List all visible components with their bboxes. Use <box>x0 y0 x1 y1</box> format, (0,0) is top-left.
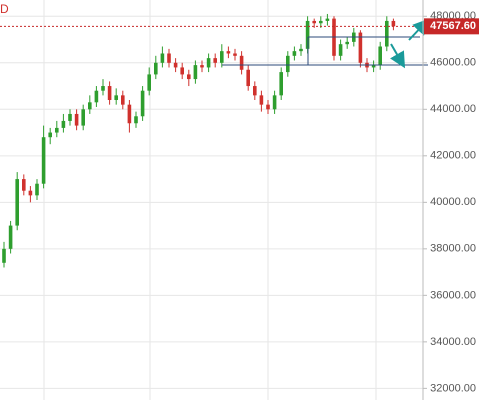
candle-body <box>226 51 231 54</box>
up-arrow <box>408 18 430 41</box>
candle-body <box>312 20 316 24</box>
candle-body <box>239 55 244 70</box>
candle-body <box>286 55 290 73</box>
y-tick-label: 46000.00 <box>430 57 476 69</box>
candle-body <box>2 248 6 263</box>
candle-body <box>266 104 270 110</box>
candle-body <box>121 95 125 105</box>
candle-body <box>22 179 26 191</box>
candle-body <box>279 72 283 96</box>
candle-body <box>292 51 297 56</box>
candle-body <box>15 179 19 226</box>
candle-body <box>134 116 138 124</box>
candle-body <box>140 90 145 117</box>
last-price-box <box>424 18 479 35</box>
candle-body <box>358 32 363 63</box>
y-tick-label: 42000.00 <box>430 150 476 162</box>
candle-body <box>160 53 165 63</box>
candle-body <box>173 62 178 68</box>
candle-body <box>48 132 52 138</box>
candle-body <box>61 120 66 128</box>
candle-body <box>299 48 303 52</box>
candle-body <box>233 53 237 56</box>
candle-body <box>325 18 330 21</box>
candle-body <box>35 183 39 196</box>
candle-body <box>371 65 376 68</box>
candle-body <box>345 41 349 45</box>
down-arrow <box>390 43 406 69</box>
y-axis: 32000.00 34000.00 36000.00 38000.00 40000.00… <box>423 10 479 394</box>
candle-body <box>28 190 33 196</box>
candle-body <box>259 95 264 105</box>
candle-body <box>338 44 343 56</box>
candle-body <box>8 225 13 249</box>
y-tick-label: 32000.00 <box>430 382 476 394</box>
candle-body <box>246 69 250 87</box>
candle-body <box>81 109 85 126</box>
candle-body <box>147 74 151 91</box>
candle-body <box>385 20 389 47</box>
candle-body <box>41 137 46 184</box>
candle-body <box>154 62 158 75</box>
candle-body <box>193 65 198 80</box>
candle-body <box>88 102 92 110</box>
y-tick-label: 44000.00 <box>430 103 476 115</box>
candle-body <box>391 20 396 27</box>
y-tick-label: 38000.00 <box>430 243 476 255</box>
y-tick-label: 40000.00 <box>430 196 476 208</box>
candle-body <box>55 127 59 133</box>
candle-body <box>101 86 105 91</box>
candle-body <box>74 113 79 126</box>
y-tick-label: 34000.00 <box>430 336 476 348</box>
corner-text: D <box>0 2 9 16</box>
candle-body <box>272 95 277 110</box>
candle-body <box>114 95 118 100</box>
candle-body <box>167 53 171 63</box>
candle-body <box>253 86 257 96</box>
candle-body <box>220 51 224 63</box>
y-tick-label: 36000.00 <box>430 289 476 301</box>
candle-body <box>206 58 211 68</box>
candle-body <box>127 104 132 124</box>
candle-body <box>213 58 217 63</box>
candle-body <box>200 65 204 68</box>
vertical-grid <box>43 0 377 400</box>
candle-body <box>107 86 112 100</box>
last-price-label: 47567.60 <box>430 20 476 32</box>
candle-body <box>94 90 99 103</box>
candle-body <box>319 20 323 24</box>
candle-body <box>68 113 72 121</box>
candle-body <box>378 46 382 66</box>
candle-body <box>187 74 191 80</box>
candle-body <box>305 20 310 49</box>
candle-body <box>180 67 184 75</box>
